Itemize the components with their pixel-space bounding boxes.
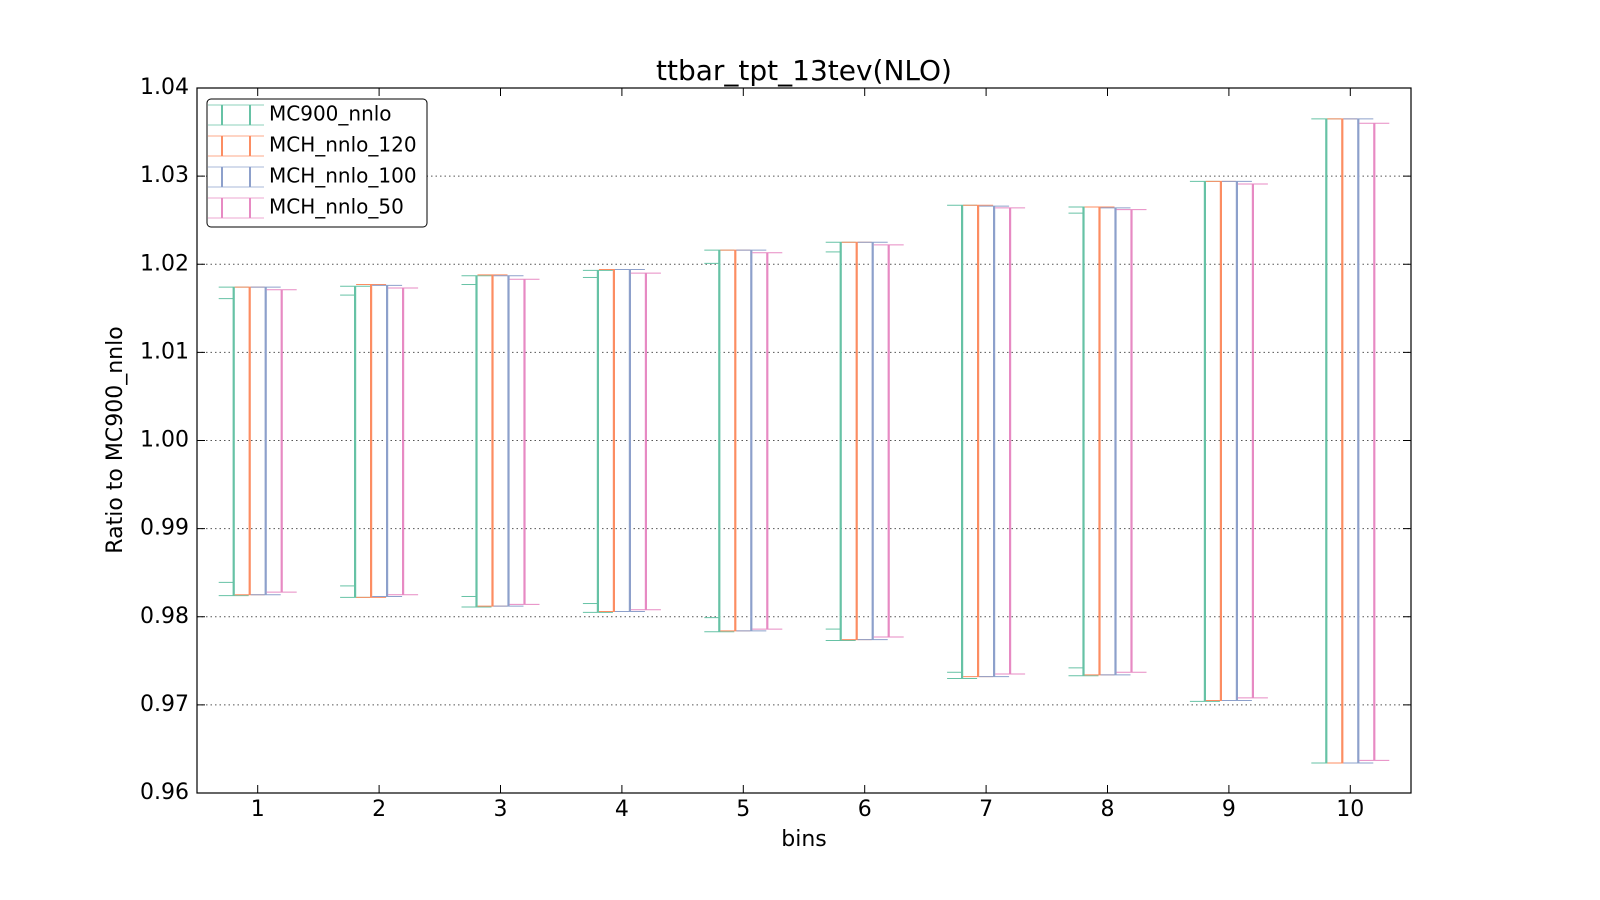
legend-label: MC900_nnlo [269,102,392,126]
x-tick-label: 10 [1336,797,1364,822]
legend-label: MCH_nnlo_120 [269,133,417,157]
y-axis-label: Ratio to MC900_nnlo [103,326,128,553]
y-tick-label: 1.04 [140,75,189,100]
x-tick-label: 6 [858,797,872,822]
y-tick-label: 0.99 [140,516,189,541]
x-tick-label: 4 [615,797,629,822]
y-tick-label: 0.97 [140,692,189,717]
x-tick-label: 7 [979,797,993,822]
y-tick-label: 1.00 [140,428,189,453]
x-tick-label: 8 [1101,797,1115,822]
x-axis-label: bins [781,827,826,852]
y-tick-label: 0.96 [140,780,189,805]
legend-label: MCH_nnlo_100 [269,164,417,188]
y-tick-label: 1.02 [140,251,189,276]
x-tick-label: 5 [736,797,750,822]
x-tick-label: 9 [1222,797,1236,822]
x-tick-label: 1 [251,797,265,822]
legend-label: MCH_nnlo_50 [269,195,404,219]
y-tick-label: 1.03 [140,163,189,188]
legend-box [206,98,428,228]
y-tick-label: 0.98 [140,604,189,629]
chart-title: ttbar_tpt_13tev(NLO) [656,54,952,87]
x-tick-label: 3 [494,797,508,822]
x-tick-label: 2 [372,797,386,822]
plot-frame [196,87,1412,794]
y-tick-label: 1.01 [140,339,189,364]
